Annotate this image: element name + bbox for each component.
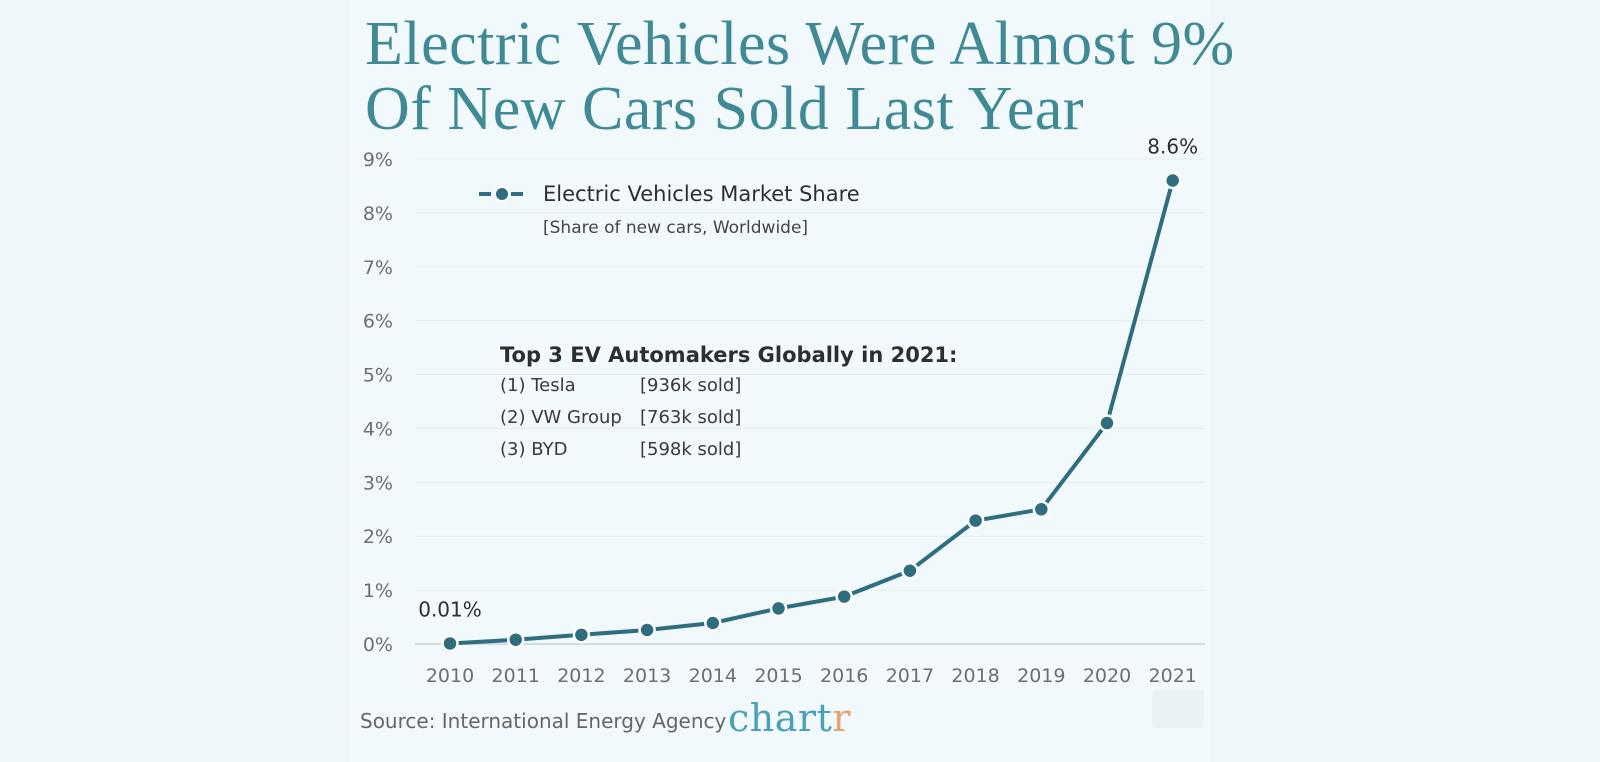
y-tick-label: 5% xyxy=(363,365,393,387)
automaker-sales: [936k sold] xyxy=(640,375,742,396)
data-point xyxy=(1163,171,1182,190)
chart-title: Electric Vehicles Were Almost 9% Of New … xyxy=(365,10,1235,143)
y-axis-ticks: 0% 1% 2% 3% 4% 5% 6% 7% 8% 9% xyxy=(363,149,393,656)
data-point xyxy=(1098,414,1116,432)
brand-logo-main: chart xyxy=(728,696,833,740)
data-point xyxy=(506,630,525,649)
data-point xyxy=(769,599,788,618)
x-tick-label: 2019 xyxy=(1017,665,1065,687)
x-tick-label: 2013 xyxy=(623,665,671,687)
automaker-sales: [763k sold] xyxy=(640,407,742,428)
source-note: Source: International Energy Agency xyxy=(360,709,727,733)
x-tick-label: 2010 xyxy=(426,665,474,687)
y-tick-label: 4% xyxy=(363,418,393,440)
x-tick-label: 2016 xyxy=(820,665,868,687)
legend-series-name: Electric Vehicles Market Share xyxy=(543,182,860,206)
series-line xyxy=(441,171,1182,653)
chart-background xyxy=(350,0,1210,762)
automaker-name: (2) VW Group xyxy=(500,407,622,428)
y-tick-label: 2% xyxy=(363,526,393,548)
data-point xyxy=(441,634,459,653)
x-axis-ticks: 2010 2011 2012 2013 2014 2015 2016 2017 2018 2019… xyxy=(426,665,1197,687)
brand-logo: chartr xyxy=(728,696,851,740)
data-point xyxy=(901,561,919,580)
automaker-name: (1) Tesla xyxy=(500,375,576,396)
x-tick-label: 2018 xyxy=(951,665,999,687)
data-label: 0.01% xyxy=(418,597,482,621)
x-tick-label: 2015 xyxy=(754,665,802,687)
corner-watermark xyxy=(1152,690,1204,728)
y-tick-label: 7% xyxy=(363,257,393,279)
legend-subtitle: [Share of new cars, Worldwide] xyxy=(543,218,809,238)
note-row: (3) BYD [598k sold] xyxy=(500,439,920,471)
x-tick-label: 2017 xyxy=(886,665,934,687)
series-line-path xyxy=(448,178,1175,646)
automaker-sales: [598k sold] xyxy=(640,439,742,460)
gridlines xyxy=(415,158,1205,645)
y-tick-label: 6% xyxy=(363,311,393,333)
top-automakers-note: Top 3 EV Automakers Globally in 2021: (1… xyxy=(500,343,958,471)
data-point xyxy=(638,621,656,639)
x-tick-label: 2021 xyxy=(1149,665,1197,687)
note-row: (2) VW Group [763k sold] xyxy=(500,407,920,439)
y-tick-label: 0% xyxy=(363,634,393,656)
y-tick-label: 8% xyxy=(363,203,393,225)
data-point xyxy=(835,587,853,606)
data-point xyxy=(704,614,722,632)
x-tick-label: 2012 xyxy=(557,665,605,687)
data-labels: 0.01% 8.6% xyxy=(418,135,1198,622)
automaker-name: (3) BYD xyxy=(500,439,568,460)
y-tick-label: 3% xyxy=(363,472,393,494)
x-tick-label: 2014 xyxy=(689,665,737,687)
y-tick-label: 9% xyxy=(363,149,393,171)
legend-line-marker-icon xyxy=(479,186,525,202)
brand-logo-accent: r xyxy=(832,696,852,740)
x-tick-label: 2011 xyxy=(492,665,540,687)
y-tick-label: 1% xyxy=(363,580,393,602)
note-title: Top 3 EV Automakers Globally in 2021: xyxy=(500,343,958,367)
data-point xyxy=(572,626,591,644)
data-point xyxy=(966,511,985,530)
data-point xyxy=(1032,500,1051,519)
data-label: 8.6% xyxy=(1147,135,1198,159)
x-tick-label: 2020 xyxy=(1083,665,1131,687)
note-row: (1) Tesla [936k sold] xyxy=(500,375,920,407)
